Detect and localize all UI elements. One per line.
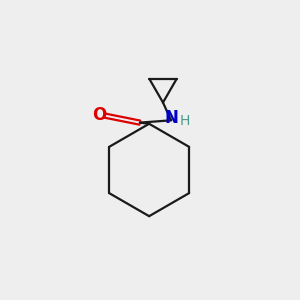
Text: H: H [179,115,190,128]
Text: O: O [92,106,106,124]
Text: N: N [164,109,178,127]
